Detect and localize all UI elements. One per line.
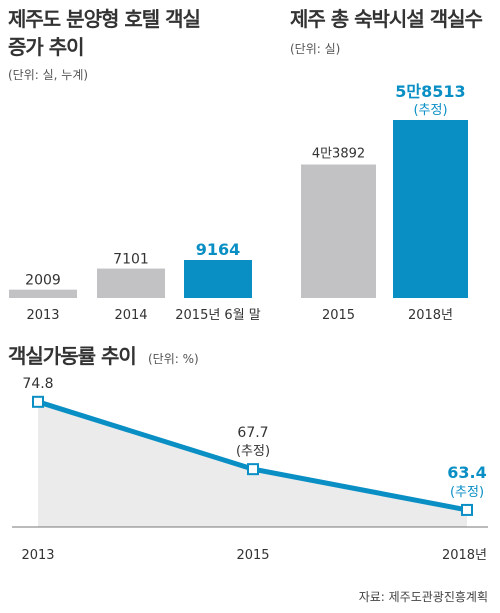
chart2-bar [301, 164, 376, 298]
chart3-area-fill [38, 401, 467, 527]
chart3-value-label: 67.7 [237, 425, 268, 441]
chart3-title: 객실가동률 추이 [8, 344, 137, 368]
chart1-unit: (단위: 실, 누계) [8, 68, 89, 82]
chart1-bar [97, 268, 165, 298]
chart3-value-label: 63.4 [447, 463, 486, 482]
chart1-value-label: 9164 [196, 240, 241, 259]
chart3-value-label: 74.8 [22, 376, 53, 392]
chart2-note-label: (추정) [413, 103, 447, 118]
chart1-bar [184, 260, 252, 298]
chart1-category-label: 2013 [26, 308, 59, 323]
chart3-note-label: (추정) [236, 444, 270, 459]
chart3-unit: (단위: %) [148, 352, 199, 366]
chart2-category-label: 2015 [322, 308, 355, 323]
chart1-value-label: 7101 [113, 252, 149, 268]
chart3-point-marker [461, 503, 473, 516]
chart3-x-tick-label: 2015 [236, 548, 269, 563]
chart1-value-label: 2009 [25, 273, 61, 289]
chart3-x-tick-label: 2013 [21, 548, 54, 563]
chart3-point-marker [247, 463, 259, 476]
chart1-bar [9, 289, 77, 298]
chart3-point-marker [32, 395, 44, 408]
chart1-category-label: 2015년 6월 말 [175, 308, 261, 323]
chart2-bar [393, 120, 468, 298]
chart2-title-line1: 제주 총 숙박시설 객실수 [290, 7, 483, 31]
chart1-category-label: 2014 [114, 308, 147, 323]
chart2-title: 제주 총 숙박시설 객실수 [290, 5, 483, 33]
chart2-category-label: 2018년 [408, 308, 453, 323]
chart3-x-tick-label: 2018년 [442, 548, 487, 563]
source-note: 자료: 제주도관광진흥계획 [358, 590, 488, 604]
chart1-title: 제주도 분양형 호텔 객실 증가 추이 [8, 5, 201, 61]
chart3-note-label: (추정) [450, 485, 484, 500]
chart1-title-line2: 증가 추이 [8, 35, 85, 59]
chart1-title-line1: 제주도 분양형 호텔 객실 [8, 7, 201, 31]
chart2-value-label: 4만3892 [312, 146, 365, 161]
chart2-value-label: 5만8513 [395, 82, 465, 101]
chart2-unit: (단위: 실) [290, 42, 341, 56]
